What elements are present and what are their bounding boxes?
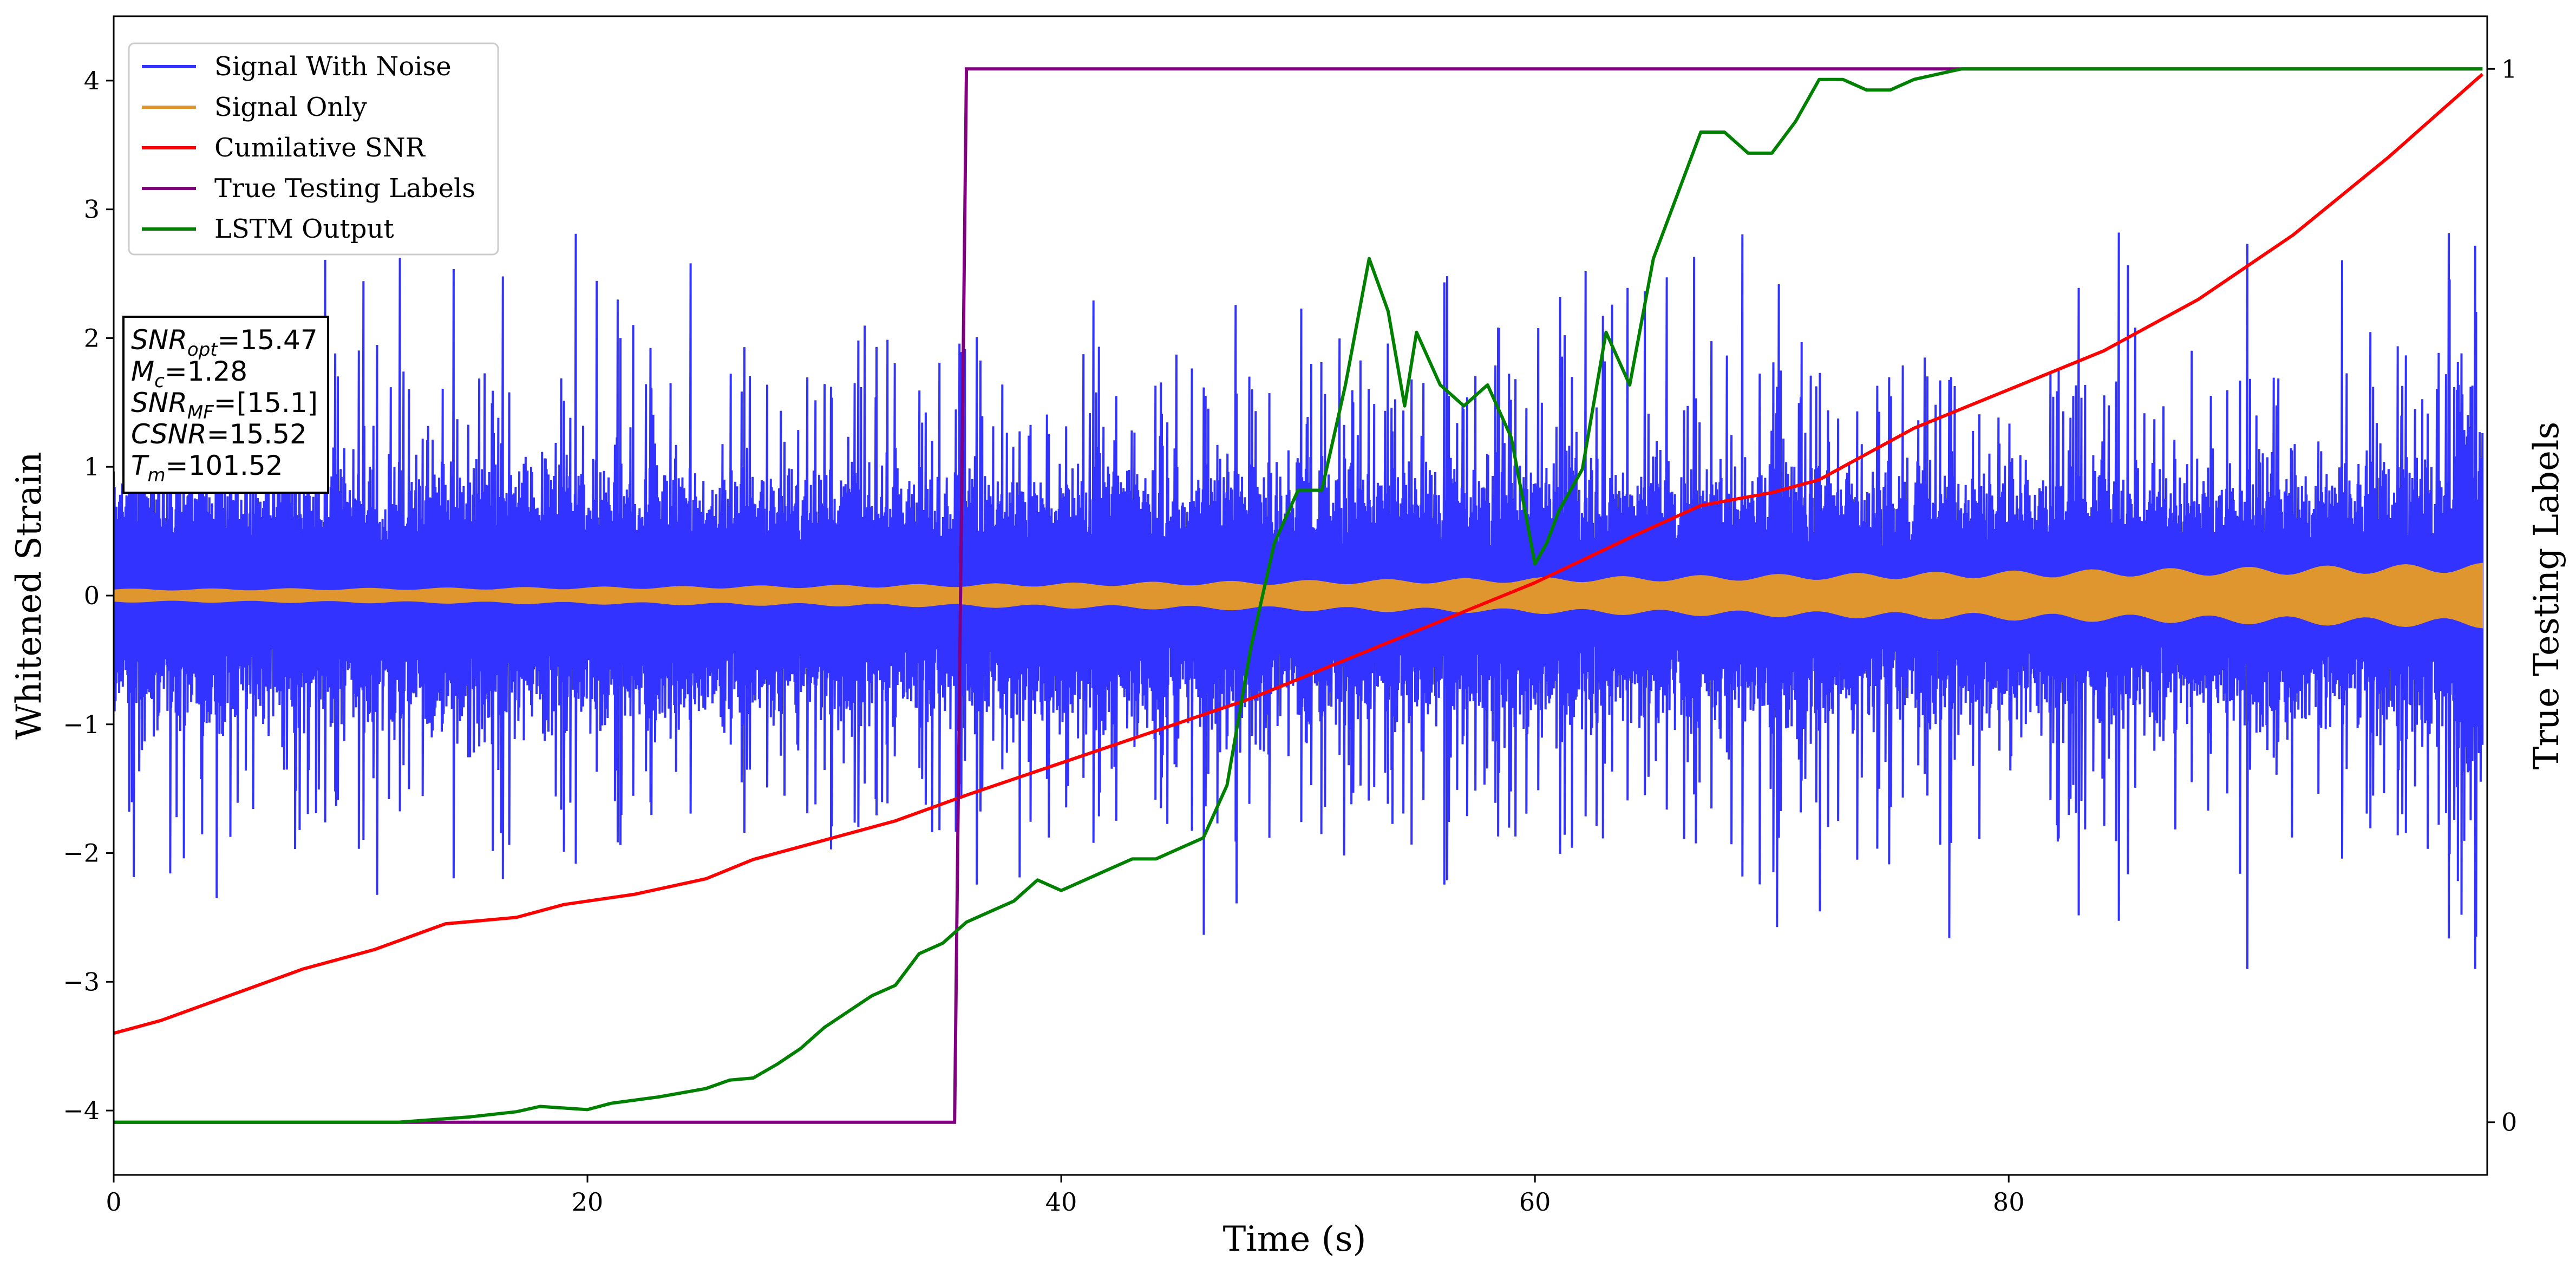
annotation-line: Tm=101.52 bbox=[131, 450, 283, 486]
legend-label: LSTM Output bbox=[214, 214, 394, 244]
y-axis-title: Whitened Strain bbox=[9, 452, 49, 739]
legend-label: Cumilative SNR bbox=[214, 133, 426, 163]
y-right-tick-label: 1 bbox=[2501, 54, 2517, 83]
y-axis-right-title: True Testing Labels bbox=[2527, 422, 2567, 770]
annotation-line: CSNR=15.52 bbox=[131, 419, 307, 450]
y-tick-label: 4 bbox=[84, 66, 100, 95]
y-axis-left: −4 −3 −2 −1 0 1 2 3 4 bbox=[63, 66, 114, 1125]
annotation-line: SNRMF=[15.1] bbox=[131, 387, 318, 423]
y-axis-right: 01 bbox=[2487, 54, 2517, 1137]
x-tick-label: 0 bbox=[106, 1187, 121, 1217]
legend-box bbox=[128, 42, 499, 256]
legend: Signal With Noise Signal Only Cumilative S… bbox=[128, 42, 499, 256]
y-tick-label: −4 bbox=[63, 1096, 100, 1125]
x-axis: 0 20 40 60 80 bbox=[106, 1175, 2024, 1217]
series-true-testing-labels bbox=[114, 67, 2483, 1124]
series-signal-only bbox=[114, 563, 2483, 629]
y-tick-label: −1 bbox=[63, 710, 100, 739]
y-right-tick-label: 0 bbox=[2501, 1108, 2517, 1137]
x-axis-title: Time (s) bbox=[1223, 1219, 1367, 1259]
legend-label: Signal With Noise bbox=[214, 51, 452, 82]
annotation-frame bbox=[122, 316, 329, 494]
series-cumilative-snr bbox=[114, 73, 2484, 1035]
x-tick-label: 40 bbox=[1045, 1187, 1077, 1217]
legend-label: Signal Only bbox=[214, 92, 367, 122]
series-layer bbox=[114, 67, 2484, 1124]
x-tick-label: 60 bbox=[1519, 1187, 1551, 1217]
annotation-line: SNRopt=15.47 bbox=[131, 324, 318, 361]
y-tick-label: 0 bbox=[84, 581, 100, 610]
y-tick-label: 1 bbox=[84, 452, 100, 481]
y-tick-label: −2 bbox=[63, 839, 100, 868]
x-tick-label: 80 bbox=[1993, 1187, 2025, 1217]
series-lstm-output bbox=[114, 67, 2483, 1124]
y-tick-label: 3 bbox=[84, 195, 100, 224]
y-tick-label: −3 bbox=[63, 967, 100, 996]
annotation-box: SNRopt=15.47Mc=1.28SNRMF=[15.1]CSNR=15.5… bbox=[122, 316, 329, 494]
legend-label: True Testing Labels bbox=[214, 173, 475, 204]
x-tick-label: 20 bbox=[572, 1187, 604, 1217]
y-tick-label: 2 bbox=[84, 323, 100, 352]
annotation-line: Mc=1.28 bbox=[131, 356, 247, 392]
